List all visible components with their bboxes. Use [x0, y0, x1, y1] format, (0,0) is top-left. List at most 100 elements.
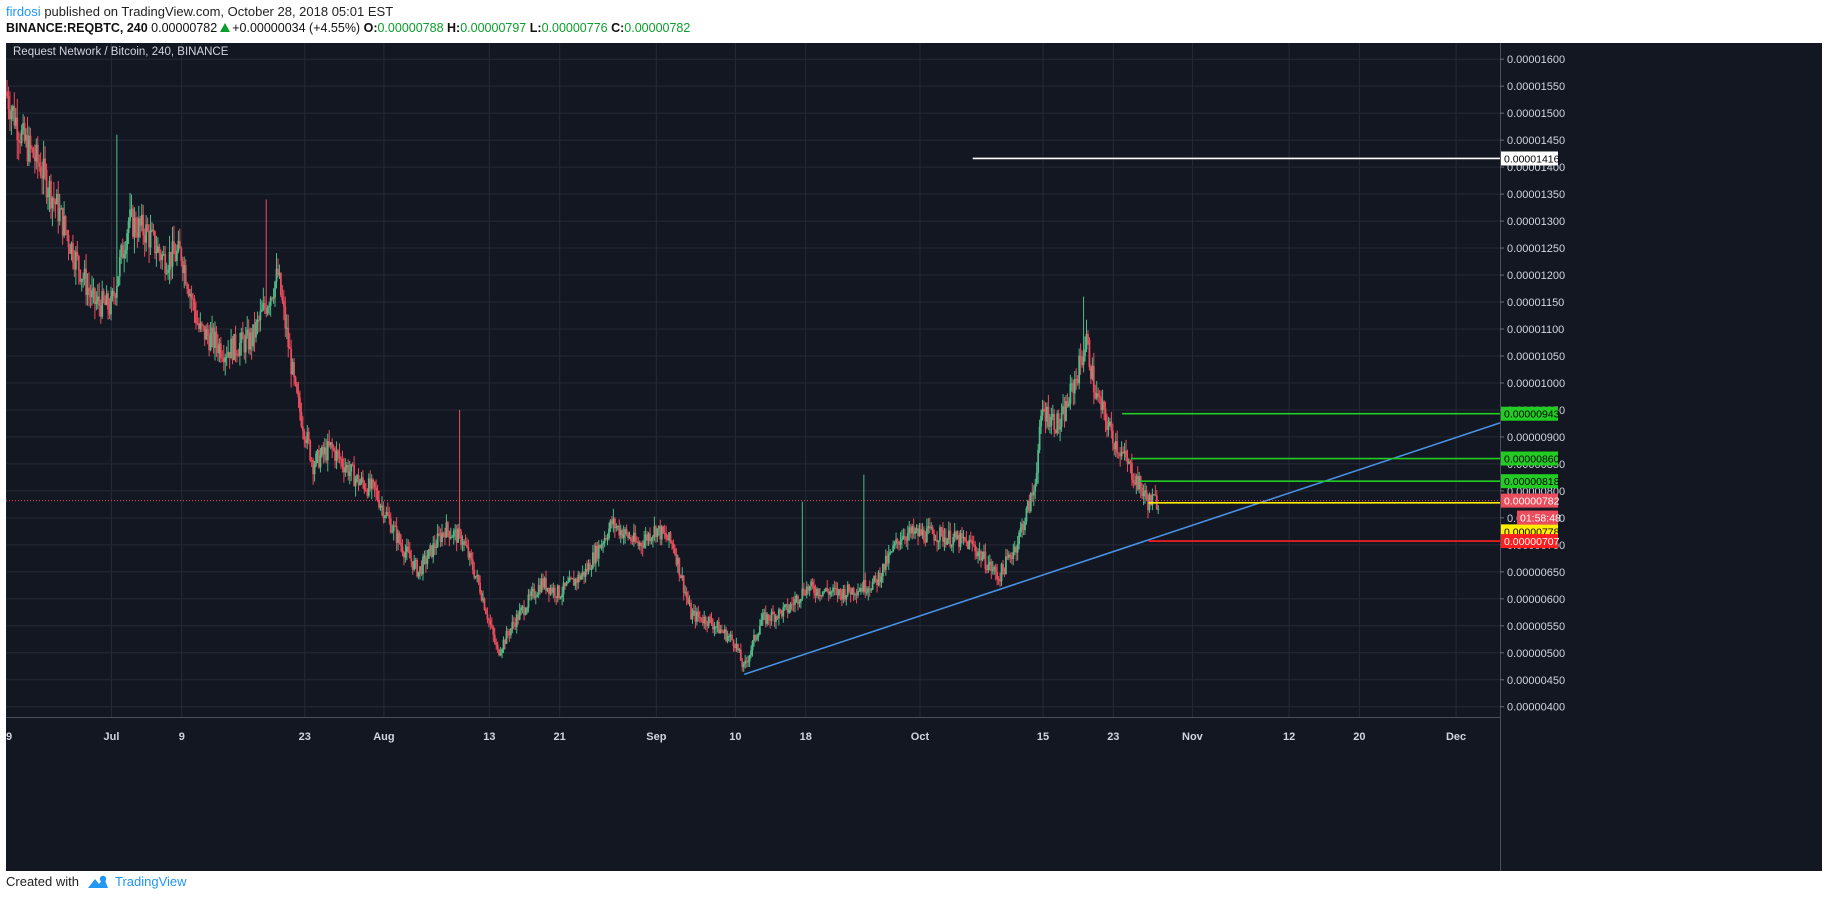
candle-body: [61, 207, 64, 236]
candle-body: [748, 655, 751, 662]
candle-body: [1089, 366, 1092, 379]
candle-body: [143, 235, 146, 243]
candle-body: [1069, 383, 1072, 404]
candle-body: [679, 575, 682, 578]
candle-body: [110, 296, 112, 315]
candle-body: [788, 609, 791, 613]
candle-body: [1141, 487, 1144, 497]
candle-body: [202, 325, 205, 327]
candle-body: [769, 619, 772, 621]
price-tick-label: 0.00001000: [1507, 378, 1565, 390]
candle-body: [1087, 334, 1089, 340]
candle-body: [316, 450, 319, 454]
candle-body: [637, 541, 640, 546]
candle-body: [1043, 408, 1045, 412]
candle-body: [318, 450, 320, 468]
candle-body: [262, 303, 265, 310]
candle-body: [716, 621, 719, 627]
candle-body: [471, 559, 474, 570]
candle-body: [92, 288, 95, 291]
candle-body: [181, 261, 184, 273]
candle-body: [1060, 412, 1063, 427]
candle-body: [124, 250, 127, 255]
candle-body: [657, 525, 660, 529]
tradingview-link[interactable]: TradingView: [114, 874, 187, 889]
candle-body: [619, 530, 622, 536]
candle-body: [820, 595, 823, 597]
candle-body: [89, 292, 92, 298]
candle-body: [880, 576, 883, 583]
candle-body: [285, 327, 288, 329]
candle-body: [444, 533, 446, 538]
candle-body: [41, 176, 44, 179]
candle-body: [331, 442, 334, 448]
candle-body: [750, 650, 752, 656]
candle-body: [676, 557, 679, 565]
time-tick-label: 12: [1283, 731, 1295, 743]
candle-body: [991, 569, 994, 571]
price-tick-label: 0.00000400: [1507, 702, 1565, 714]
candle-body: [775, 616, 777, 622]
candle-body: [961, 533, 963, 539]
candle-body: [980, 551, 982, 561]
candle-body: [1144, 490, 1146, 494]
candle-body: [641, 545, 644, 548]
candle-body: [638, 543, 641, 546]
candle-body: [520, 607, 523, 611]
candle-body: [7, 95, 10, 110]
high-label: H:: [447, 21, 461, 35]
candle-body: [212, 327, 215, 349]
candle-body: [798, 601, 801, 604]
candle-body: [275, 268, 278, 282]
candle-body: [767, 614, 770, 620]
candle-body: [722, 631, 725, 633]
candle-body: [367, 478, 370, 496]
candle-body: [342, 466, 345, 473]
candle-body: [966, 541, 969, 549]
candle-body: [993, 567, 996, 570]
candle-body: [397, 533, 399, 543]
candle-body: [1109, 421, 1111, 426]
price-chart[interactable]: 0.00001600 0.00001550 0.00001500 0.00001450…: [6, 43, 1822, 871]
candle-body: [108, 309, 111, 315]
candle-body: [662, 526, 665, 533]
candle-body: [1103, 401, 1105, 409]
red-level-tag-label: 0.00000707: [1504, 536, 1560, 548]
candle-body: [797, 595, 799, 604]
candle-body: [464, 541, 467, 545]
candle-body: [347, 465, 350, 476]
candle-body: [687, 597, 689, 604]
candle-body: [288, 346, 291, 349]
candle-body: [624, 529, 627, 535]
candle-body: [52, 197, 55, 201]
support-trendline: [743, 422, 1501, 676]
author-link[interactable]: firdosi: [6, 4, 41, 19]
candle-body: [1021, 523, 1023, 529]
candle-body: [154, 231, 156, 254]
candle-body: [794, 599, 796, 605]
candle-body: [977, 553, 979, 557]
candle-body: [296, 383, 298, 393]
candle-body: [858, 590, 861, 592]
low-value: 0.00000776: [541, 21, 608, 35]
candle-body: [829, 591, 832, 595]
price-tick-label: 0.00000600: [1507, 594, 1565, 606]
candle-body: [596, 545, 599, 559]
candle-body: [606, 538, 609, 540]
candle-body: [1122, 451, 1125, 454]
candle-body: [357, 475, 360, 486]
price-tick-label: 0.00001600: [1507, 54, 1565, 66]
candle-body: [879, 572, 881, 583]
candle-body: [433, 543, 436, 549]
candle-body: [208, 336, 211, 351]
candle-body: [823, 590, 826, 592]
candle-body: [423, 555, 426, 557]
candle-body: [233, 334, 235, 361]
candle-body: [640, 543, 643, 546]
price-tick-label: 0.00001350: [1507, 189, 1565, 201]
candle-body: [466, 544, 468, 548]
candle-body: [256, 319, 259, 323]
candle-body: [988, 561, 991, 565]
candle-body: [1018, 532, 1021, 544]
candle-body: [1047, 406, 1050, 427]
